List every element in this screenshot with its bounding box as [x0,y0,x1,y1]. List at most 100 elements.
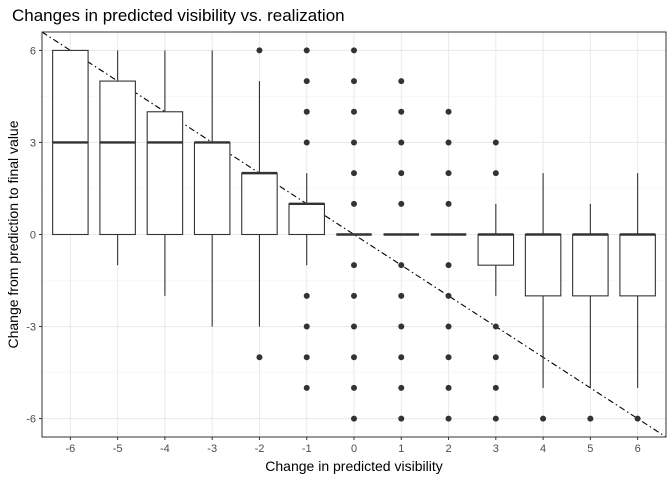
outlier-point [445,108,452,115]
outlier-point [445,200,452,207]
box-body [619,233,656,297]
y-tick-label: 0 [30,230,36,242]
outlier-point [445,354,452,361]
outlier-point [303,78,310,85]
outlier-point [398,200,405,207]
outlier-point [351,170,357,177]
x-tick-label: 0 [351,443,357,455]
reference-line [41,31,667,438]
outlier-point [398,292,405,299]
x-axis-title: Change in predicted visibility [265,458,442,474]
box--1 [288,47,326,391]
box-1 [383,78,419,422]
outlier-point [492,415,499,422]
x-tick-label: -1 [302,443,312,455]
box--3 [193,50,231,327]
x-tick-label: 1 [398,443,404,455]
outlier-point [398,415,405,422]
outlier-point [492,170,499,177]
outlier-point [492,384,499,391]
outlier-point [351,384,357,391]
reference-line-group [41,31,667,438]
box-0 [336,47,372,422]
x-tick-label: -5 [113,443,123,455]
box-5 [572,203,609,422]
outlier-point [398,354,405,361]
box--2 [241,47,278,361]
outlier-point [398,108,405,115]
outlier-point [303,292,310,299]
outlier-point [256,354,263,361]
outlier-point [445,262,452,269]
outlier-point [351,200,357,207]
outlier-point [398,78,405,85]
box-body [524,233,562,297]
x-tick-label: -3 [207,443,217,455]
box-6 [619,173,656,422]
outlier-point [445,323,452,330]
outlier-point [398,139,405,146]
outlier-point [445,292,452,299]
x-tick-label: 6 [635,443,641,455]
box-body [99,80,136,236]
outlier-point [303,139,310,146]
outlier-point [445,384,452,391]
outlier-point [445,139,452,146]
outlier-point [398,170,405,177]
outlier-point [351,78,357,85]
box-body [193,141,231,236]
y-tick-label: 6 [30,45,36,57]
outlier-point [634,415,641,422]
outlier-point [303,108,310,115]
y-axis-title: Change from prediction to final value [5,120,21,348]
outlier-point [398,323,405,330]
outlier-point [303,47,310,54]
box-2 [430,108,467,422]
outlier-point [492,354,499,361]
outlier-point [351,139,357,146]
box--4 [146,50,184,296]
y-tick-label: -6 [26,414,36,426]
x-tick-label: -6 [65,443,75,455]
box-body [572,233,609,297]
x-tick-label: -2 [255,443,265,455]
x-tick-label: 4 [540,443,546,455]
outlier-point [445,170,452,177]
outlier-point [492,323,499,330]
outlier-point [492,139,499,146]
outlier-point [303,354,310,361]
chart-title: Changes in predicted visibility vs. real… [12,6,345,25]
outlier-point [303,384,310,391]
outlier-point [351,415,357,422]
outlier-point [351,354,357,361]
boxplot-series [52,47,656,422]
outlier-point [587,415,594,422]
y-tick-label: 3 [30,137,36,149]
outlier-point [398,262,405,269]
box-body [288,203,326,236]
x-tick-label: 5 [587,443,593,455]
outlier-point [351,292,357,299]
outlier-point [351,108,357,115]
outlier-point [398,384,405,391]
box-3 [477,139,515,422]
box--6 [52,49,89,236]
outlier-point [540,415,547,422]
outlier-point [445,415,452,422]
y-axis: -6 -3 0 3 6 [26,45,42,426]
box-body [241,172,278,236]
box-body [146,111,184,236]
y-tick-label: -3 [26,322,36,334]
x-tick-label: 3 [493,443,499,455]
outlier-point [351,47,357,54]
outlier-point [351,323,357,330]
outlier-point [303,323,310,330]
outlier-point [351,262,357,269]
outlier-point [256,47,263,54]
x-tick-label: -4 [160,443,170,455]
x-tick-label: 2 [445,443,451,455]
box-4 [524,173,562,422]
box-body [477,233,515,266]
x-axis: -6 -5 -4 -3 -2 -1 0 1 2 3 4 5 6 [65,437,641,455]
